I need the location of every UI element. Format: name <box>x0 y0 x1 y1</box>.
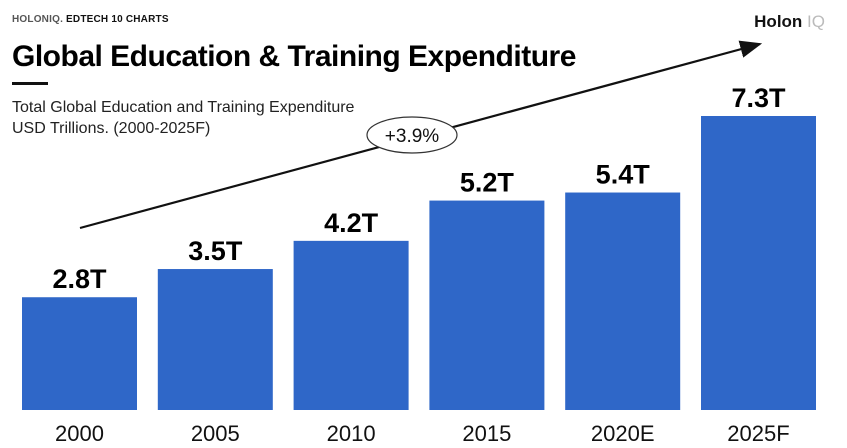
kicker-brand: HOLONIQ. <box>12 14 64 25</box>
bar-2000 <box>22 297 137 410</box>
data-label-2020E: 5.4T <box>596 160 651 190</box>
x-tick-label-2000: 2000 <box>55 421 104 446</box>
data-label-2000: 2.8T <box>52 264 107 294</box>
chart-subtitle: Total Global Education and Training Expe… <box>12 97 354 139</box>
chart-title: Global Education & Training Expenditure <box>12 40 576 73</box>
x-tick-label-2020E: 2020E <box>591 421 655 446</box>
growth-annotation-label: +3.9% <box>385 126 440 147</box>
x-tick-label-2015: 2015 <box>462 421 511 446</box>
growth-annotation-bubble <box>366 116 458 154</box>
data-label-2015: 5.2T <box>460 168 515 198</box>
bar-2010 <box>293 240 409 410</box>
holoniq-logo: Holon IQ <box>754 12 825 32</box>
x-tick-label-2005: 2005 <box>191 421 240 446</box>
x-tick-label-2010: 2010 <box>327 421 376 446</box>
kicker: HOLONIQ. EDTECH 10 CHARTS <box>12 14 169 25</box>
title-rule <box>12 82 48 85</box>
subtitle-line-2: USD Trillions. (2000-2025F) <box>12 120 211 137</box>
bar-2025F <box>701 116 816 410</box>
bar-2020E <box>565 192 681 410</box>
kicker-series: EDTECH 10 CHARTS <box>66 14 169 25</box>
data-label-2025F: 7.3T <box>731 83 786 113</box>
subtitle-line-1: Total Global Education and Training Expe… <box>12 99 355 116</box>
logo-main: Holon <box>754 12 803 31</box>
bar-2015 <box>429 200 545 410</box>
data-label-2005: 3.5T <box>188 236 243 266</box>
data-label-2010: 4.2T <box>324 208 379 238</box>
x-tick-label-2025F: 2025F <box>727 421 789 446</box>
logo-suffix: IQ <box>807 12 825 31</box>
bar-2005 <box>157 269 273 410</box>
